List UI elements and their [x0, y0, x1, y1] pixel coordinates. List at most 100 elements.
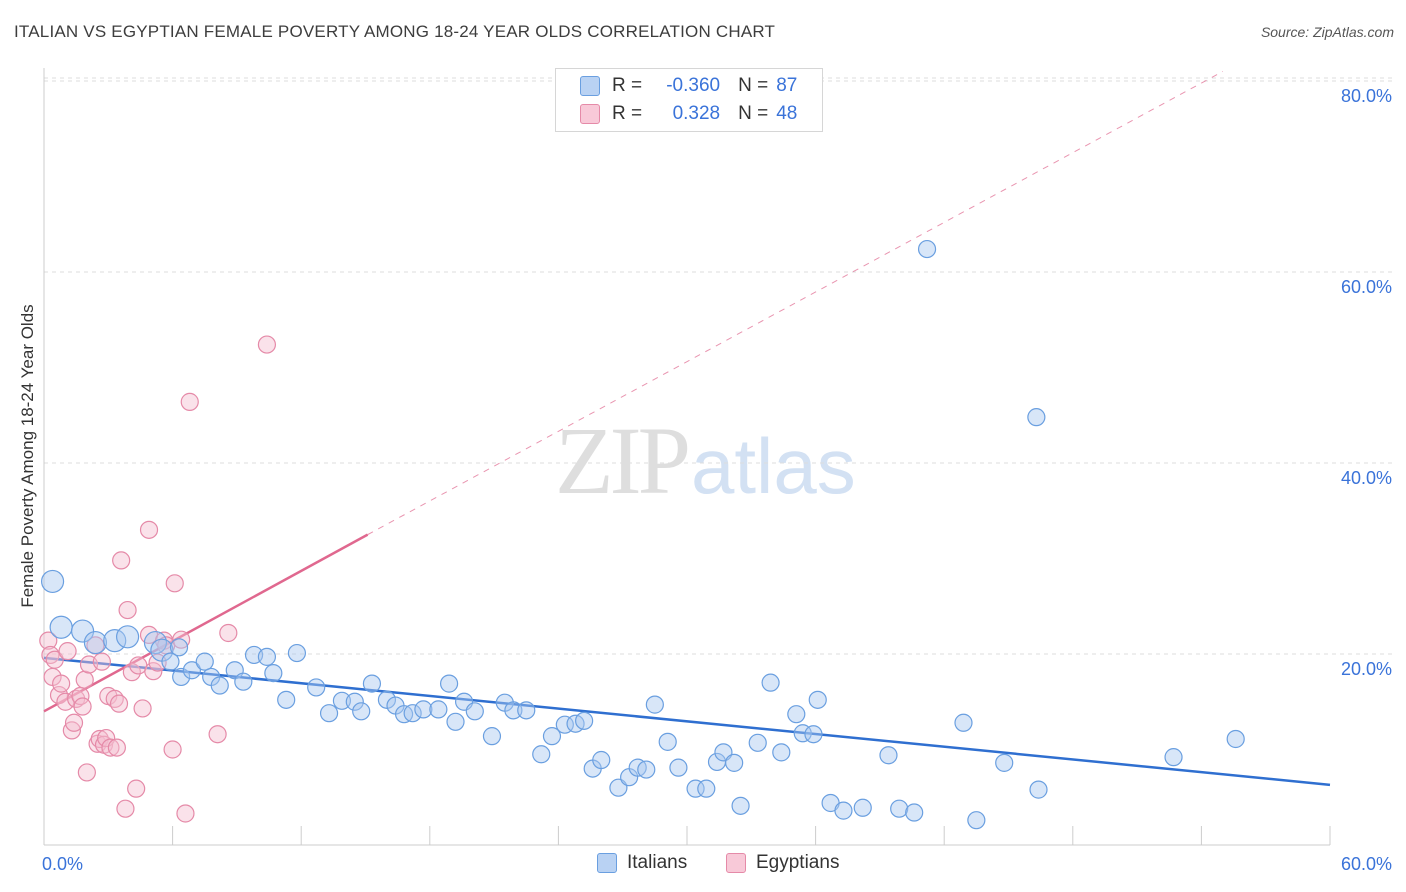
- italian-point: [669, 758, 688, 777]
- egyptian-point: [144, 662, 163, 681]
- italian-point: [517, 701, 536, 720]
- italian-point: [532, 745, 551, 764]
- italian-point: [954, 713, 973, 732]
- egyptian-point: [118, 600, 137, 620]
- italian-point: [210, 676, 229, 695]
- italian-point: [287, 643, 307, 663]
- egyptian-point: [176, 804, 195, 823]
- italian-point: [103, 629, 127, 653]
- egyptians-legend-swatch: [726, 853, 746, 873]
- italian-point: [967, 811, 986, 830]
- italian-point: [905, 803, 924, 822]
- italian-point: [49, 615, 73, 639]
- italian-point: [465, 702, 484, 721]
- egyptian-point: [92, 652, 111, 671]
- egyptian-point: [148, 653, 167, 672]
- italian-point: [748, 733, 767, 752]
- italian-point: [637, 760, 656, 779]
- italian-point: [592, 750, 611, 770]
- watermark-zip: ZIP: [555, 407, 691, 514]
- italian-point: [917, 239, 937, 259]
- italian-point: [83, 630, 108, 655]
- legend-item-italians[interactable]: Italians: [597, 852, 687, 874]
- italian-point: [319, 704, 339, 723]
- italian-point: [1029, 780, 1048, 799]
- egyptian-point: [163, 740, 182, 759]
- italian-point: [161, 652, 180, 671]
- correlation-legend: R = -0.360 N = 87 R = 0.328 N = 48: [555, 68, 823, 132]
- watermark-atlas: atlas: [691, 422, 856, 510]
- italian-point: [143, 630, 168, 655]
- egyptian-point: [101, 738, 120, 757]
- italian-point: [504, 701, 523, 720]
- italian-point: [725, 753, 744, 772]
- italians-n-value: 87: [776, 75, 798, 96]
- egyptian-point: [139, 520, 159, 539]
- egyptian-point: [109, 694, 129, 713]
- italian-point: [414, 700, 433, 719]
- egyptian-point: [52, 674, 71, 693]
- egyptians-trendline-extension: [367, 71, 1224, 536]
- egyptian-point: [165, 574, 184, 593]
- legend-item-egyptians[interactable]: Egyptians: [726, 852, 839, 874]
- y-tick-label: 40.0%: [1341, 468, 1392, 488]
- italian-point: [879, 746, 898, 765]
- italians-r-value: -0.360: [666, 75, 721, 96]
- egyptian-point: [58, 642, 77, 661]
- italian-point: [697, 779, 716, 798]
- egyptian-point: [122, 663, 141, 682]
- italian-point: [195, 652, 214, 671]
- italian-point: [345, 692, 364, 711]
- italian-point: [352, 702, 371, 721]
- italian-point: [1164, 748, 1183, 767]
- italian-point: [277, 690, 296, 709]
- egyptian-point: [107, 738, 126, 757]
- italian-point: [403, 704, 422, 723]
- italian-point: [169, 638, 189, 657]
- italian-point: [772, 743, 791, 762]
- italian-point: [542, 727, 562, 746]
- italian-point: [482, 727, 502, 746]
- italian-point: [1027, 408, 1046, 427]
- legend-row-egyptians: R = 0.328 N = 48: [580, 102, 797, 126]
- italian-point: [307, 678, 326, 697]
- egyptian-point: [127, 779, 146, 798]
- italian-point: [439, 674, 459, 693]
- italians-r-label: R =: [612, 75, 643, 96]
- y-tick-label: 20.0%: [1341, 659, 1392, 679]
- egyptian-point: [75, 670, 94, 689]
- italians-legend-swatch: [597, 853, 617, 873]
- egyptians-legend-label: Egyptians: [756, 852, 840, 873]
- egyptian-point: [116, 799, 135, 818]
- italian-point: [257, 647, 277, 666]
- egyptian-point: [64, 713, 84, 732]
- egyptians-r-value: 0.328: [672, 103, 721, 124]
- source-credit: Source: ZipAtlas.com: [1260, 24, 1394, 40]
- italian-point: [182, 661, 201, 680]
- italian-point: [787, 705, 806, 724]
- egyptian-point: [77, 763, 96, 782]
- italians-n-label: N =: [738, 75, 769, 96]
- italian-point: [853, 798, 872, 817]
- italian-point: [446, 712, 465, 731]
- egyptian-point: [39, 631, 58, 650]
- egyptian-point: [257, 335, 277, 354]
- italian-point: [890, 799, 909, 818]
- egyptian-point: [180, 392, 199, 411]
- italian-point: [658, 732, 677, 751]
- italian-point: [332, 691, 352, 710]
- italian-point: [645, 695, 664, 714]
- legend-row-italians: R = -0.360 N = 87: [580, 74, 797, 98]
- italians-trendline: [43, 656, 1331, 787]
- italian-point: [808, 690, 827, 709]
- egyptians-n-value: 48: [776, 103, 798, 124]
- egyptians-swatch: [580, 104, 600, 124]
- egyptian-point: [219, 623, 238, 643]
- italian-point: [70, 619, 95, 643]
- egyptian-point: [208, 725, 227, 744]
- italian-point: [429, 700, 448, 719]
- egyptian-point: [112, 551, 131, 570]
- egyptians-trendline: [43, 533, 369, 713]
- italian-point: [172, 667, 191, 687]
